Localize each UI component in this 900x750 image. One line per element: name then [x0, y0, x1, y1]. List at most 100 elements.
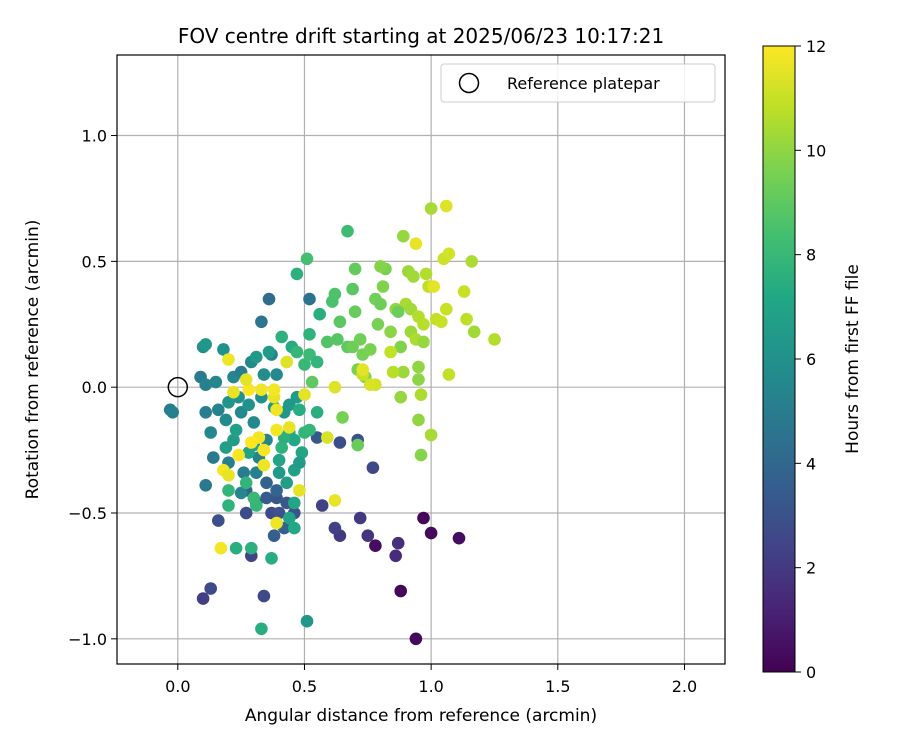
data-point — [298, 388, 311, 402]
data-point — [255, 315, 268, 329]
data-point — [303, 328, 316, 341]
data-point — [242, 383, 255, 397]
data-point — [394, 340, 408, 354]
data-point — [222, 499, 235, 512]
data-point — [247, 491, 261, 505]
legend-label: Reference platepar — [507, 74, 660, 93]
data-point — [384, 345, 397, 359]
data-point — [467, 325, 481, 339]
x-tick-label: 2.0 — [672, 677, 697, 696]
y-axis-ticks: −1.0 −0.5 0.0 0.5 1.0 — [68, 127, 117, 649]
data-point — [275, 441, 289, 454]
data-point — [262, 292, 276, 306]
data-point — [267, 529, 281, 542]
data-point — [371, 318, 385, 331]
data-point — [389, 549, 403, 563]
x-tick-label: 0.0 — [165, 677, 190, 696]
data-point — [348, 305, 362, 319]
legend: Reference platepar — [440, 63, 716, 103]
data-point — [328, 521, 342, 535]
grid-lines — [117, 55, 725, 664]
data-point — [412, 413, 425, 427]
data-point — [328, 287, 342, 301]
reference-platepar-marker — [167, 376, 189, 398]
x-tick-label: 1.0 — [418, 677, 443, 696]
data-point — [374, 297, 387, 311]
data-point — [303, 423, 316, 437]
data-point — [288, 521, 301, 535]
data-point — [166, 406, 179, 419]
data-point — [303, 292, 316, 306]
data-point — [270, 403, 283, 417]
data-point — [331, 333, 344, 346]
data-point — [290, 345, 304, 359]
x-tick-label: 1.5 — [545, 677, 570, 696]
data-point — [488, 333, 501, 346]
data-point — [199, 479, 212, 492]
data-point — [272, 506, 286, 520]
data-point — [424, 526, 438, 540]
data-point — [229, 541, 243, 555]
data-point — [417, 318, 430, 331]
data-point — [222, 484, 235, 497]
data-point — [440, 199, 453, 213]
data-point — [424, 428, 438, 442]
data-point — [219, 441, 233, 454]
data-point — [275, 330, 289, 344]
data-point — [272, 453, 286, 467]
data-point — [257, 443, 271, 457]
data-point — [293, 484, 306, 497]
data-point — [245, 541, 258, 555]
data-point — [239, 476, 253, 490]
data-point — [391, 536, 405, 550]
data-point — [199, 338, 212, 351]
data-point — [351, 438, 365, 452]
data-point — [290, 267, 304, 281]
data-point — [272, 466, 286, 480]
data-point — [328, 380, 342, 394]
data-point — [333, 315, 347, 329]
data-point — [391, 305, 405, 319]
colorbar-label: Hours from first FF file — [843, 264, 863, 454]
data-point — [440, 302, 453, 316]
data-point — [249, 350, 263, 364]
data-point — [348, 262, 362, 276]
legend-box — [440, 63, 716, 103]
data-point — [283, 421, 296, 434]
data-point — [267, 383, 281, 397]
data-point — [328, 494, 342, 507]
data-point — [295, 446, 309, 459]
data-point — [394, 584, 408, 598]
data-point — [386, 365, 400, 379]
data-point — [366, 461, 380, 475]
legend-marker-open-circle — [458, 72, 480, 94]
data-point — [353, 333, 367, 346]
data-point — [376, 280, 390, 293]
data-point — [239, 373, 253, 386]
data-point — [196, 592, 210, 605]
data-point — [369, 539, 382, 552]
data-point — [452, 531, 466, 545]
data-point — [260, 491, 273, 505]
data-point — [414, 448, 428, 462]
data-point — [270, 516, 283, 530]
data-point — [298, 358, 311, 371]
data-point — [227, 385, 240, 399]
data-point — [257, 368, 271, 381]
x-tick-label: 0.5 — [292, 677, 317, 696]
data-point — [257, 458, 271, 472]
colorbar: 0 2 4 6 8 10 12 Hours from first FF file — [762, 37, 863, 682]
data-point — [321, 335, 334, 349]
data-point — [465, 255, 479, 268]
colorbar-tick-label: 0 — [806, 663, 816, 682]
data-point — [435, 315, 448, 329]
data-point — [442, 247, 456, 261]
data-point — [414, 388, 428, 402]
data-point — [214, 541, 228, 555]
data-point — [239, 506, 253, 520]
data-point — [255, 622, 268, 636]
colorbar-ticks: 0 2 4 6 8 10 12 — [795, 37, 826, 682]
data-point — [207, 451, 220, 464]
data-point — [356, 363, 370, 376]
